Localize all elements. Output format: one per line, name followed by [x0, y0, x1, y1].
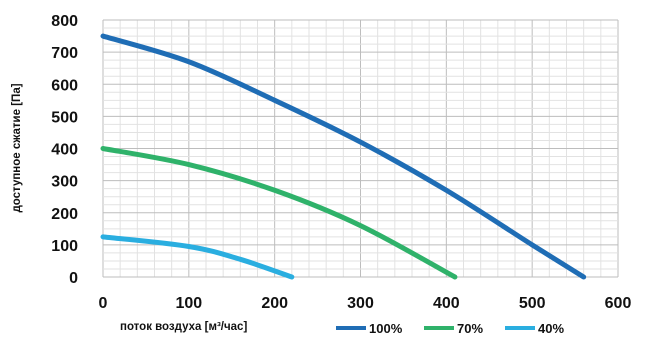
- x-tick-label: 100: [175, 295, 202, 312]
- legend-label: 100%: [369, 321, 403, 336]
- series-line-70pct: [100, 146, 458, 280]
- y-tick-label: 400: [51, 142, 78, 159]
- x-tick-label: 200: [261, 295, 288, 312]
- y-tick-label: 100: [51, 238, 78, 255]
- x-tick-label: 400: [433, 295, 460, 312]
- x-tick-label: 500: [519, 295, 546, 312]
- y-tick-label: 500: [51, 109, 78, 126]
- x-axis-ticks: 0 100 200 300 400 500 600: [99, 295, 632, 312]
- y-tick-label: 0: [69, 270, 78, 287]
- chart-legend: 100% 70% 40%: [336, 321, 564, 336]
- legend-label: 40%: [538, 321, 564, 336]
- series-line-40pct: [100, 234, 295, 280]
- y-axis-ticks: 0 100 200 300 400 500 600 700 800: [51, 13, 78, 287]
- x-tick-label: 600: [605, 295, 632, 312]
- x-tick-label: 300: [347, 295, 374, 312]
- y-axis-label: доступное сжатие [Па]: [11, 83, 23, 212]
- series-line-100pct: [100, 33, 587, 280]
- y-tick-label: 700: [51, 45, 78, 62]
- y-tick-label: 300: [51, 174, 78, 191]
- y-tick-label: 600: [51, 77, 78, 94]
- y-tick-label: 800: [51, 13, 78, 30]
- legend-label: 70%: [457, 321, 483, 336]
- x-axis-label: поток воздуха [м³/час]: [120, 321, 247, 333]
- x-tick-label: 0: [99, 295, 108, 312]
- y-tick-label: 200: [51, 206, 78, 223]
- series-lines: [100, 33, 587, 280]
